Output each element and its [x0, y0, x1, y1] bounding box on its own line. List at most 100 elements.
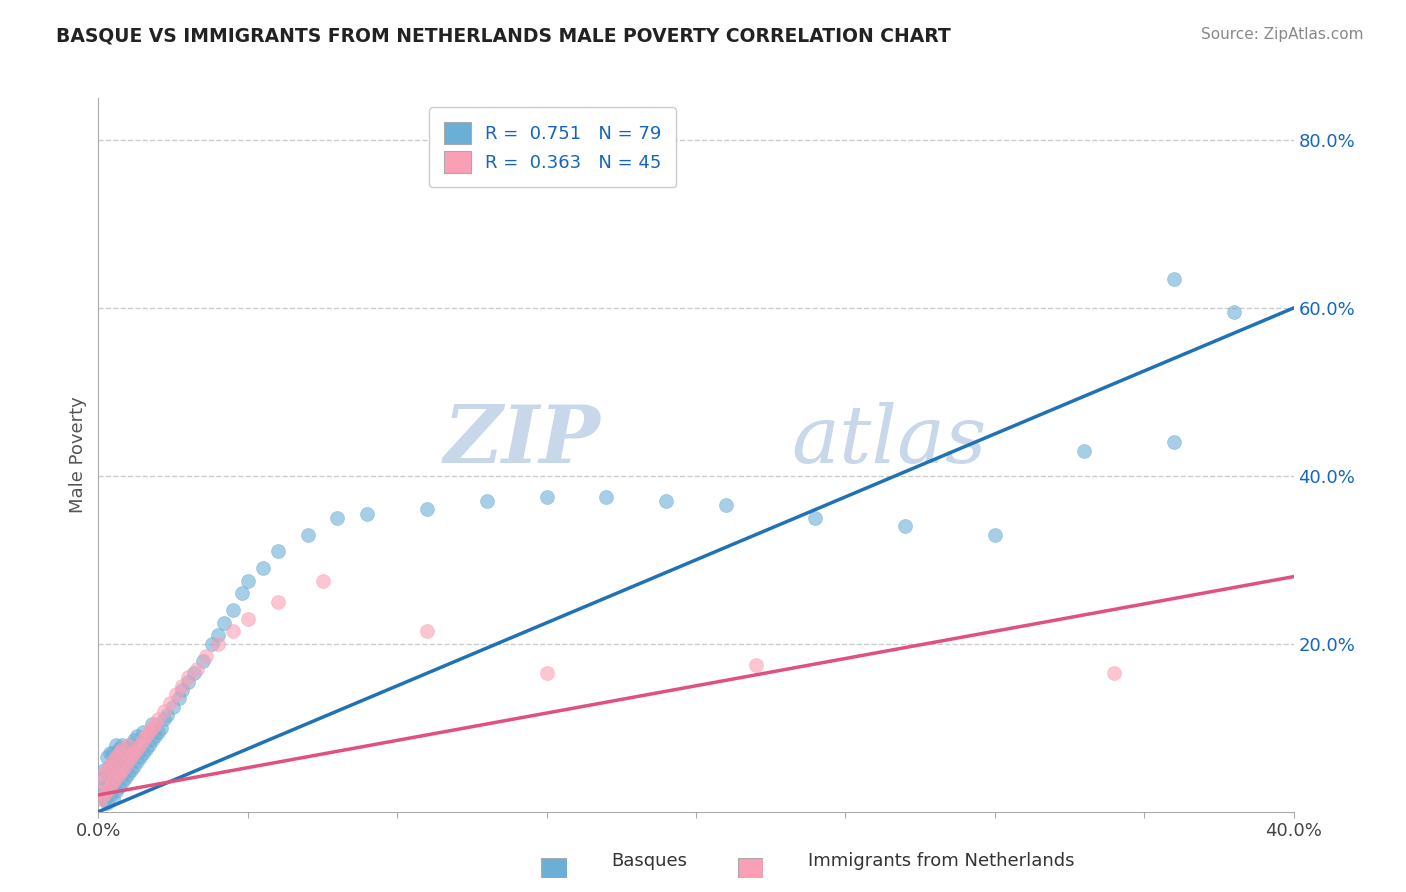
Point: [93, 767, 115, 781]
Point: [100, 780, 122, 794]
Point: [177, 674, 200, 689]
Point: [1163, 271, 1185, 285]
Point: [120, 750, 142, 764]
Legend: R =  0.751   N = 79, R =  0.363   N = 45: R = 0.751 N = 79, R = 0.363 N = 45: [429, 107, 676, 187]
Point: [127, 755, 149, 769]
Point: [536, 490, 558, 504]
Point: [201, 637, 224, 651]
Point: [1104, 666, 1126, 681]
Point: [100, 775, 122, 789]
Point: [655, 494, 678, 508]
Point: [138, 738, 160, 752]
Point: [745, 657, 768, 672]
Point: [120, 763, 142, 777]
Point: [297, 527, 319, 541]
Point: [100, 758, 122, 772]
Point: [127, 741, 149, 756]
Point: [267, 544, 290, 558]
Point: [93, 792, 115, 806]
Point: [326, 511, 349, 525]
Point: [153, 712, 176, 726]
Point: [186, 662, 208, 676]
Point: [167, 691, 190, 706]
Point: [114, 750, 136, 764]
Text: BASQUE VS IMMIGRANTS FROM NETHERLANDS MALE POVERTY CORRELATION CHART: BASQUE VS IMMIGRANTS FROM NETHERLANDS MA…: [56, 27, 950, 45]
Point: [132, 746, 155, 760]
Point: [165, 687, 187, 701]
Point: [714, 498, 737, 512]
Point: [96, 797, 118, 811]
Point: [159, 696, 181, 710]
Point: [114, 771, 136, 785]
Point: [103, 746, 125, 760]
Point: [120, 738, 142, 752]
Point: [143, 729, 166, 743]
Point: [172, 683, 194, 698]
Point: [143, 716, 166, 731]
Point: [138, 725, 160, 739]
Point: [100, 788, 122, 802]
Point: [236, 612, 259, 626]
Point: [108, 741, 131, 756]
Point: [132, 725, 155, 739]
Point: [108, 767, 131, 781]
Point: [117, 741, 139, 756]
Point: [416, 624, 439, 639]
Point: [141, 721, 163, 735]
Y-axis label: Male Poverty: Male Poverty: [69, 397, 87, 513]
Point: [222, 603, 245, 617]
Point: [311, 574, 333, 588]
Point: [103, 780, 125, 794]
Point: [96, 767, 118, 781]
Point: [114, 758, 136, 772]
Point: [105, 738, 128, 752]
Point: [111, 775, 134, 789]
Point: [100, 746, 122, 760]
Point: [135, 741, 157, 756]
Point: [132, 733, 155, 747]
Point: [108, 758, 131, 772]
Point: [177, 670, 200, 684]
Point: [135, 729, 157, 743]
Point: [105, 783, 128, 797]
Point: [236, 574, 259, 588]
Point: [195, 649, 218, 664]
Point: [129, 738, 152, 752]
Point: [207, 628, 229, 642]
Point: [93, 763, 115, 777]
Point: [117, 755, 139, 769]
Point: [124, 758, 146, 772]
Point: [356, 507, 378, 521]
Point: [416, 502, 439, 516]
Point: [93, 788, 115, 802]
Point: [172, 679, 194, 693]
Point: [103, 792, 125, 806]
Point: [103, 775, 125, 789]
Point: [90, 792, 112, 806]
Point: [984, 527, 1007, 541]
Point: [141, 716, 163, 731]
Point: [141, 733, 163, 747]
Text: Immigrants from Netherlands: Immigrants from Netherlands: [808, 852, 1076, 870]
Point: [117, 738, 139, 752]
Point: [90, 771, 112, 785]
Point: [231, 586, 253, 600]
Point: [124, 746, 146, 760]
Point: [804, 511, 827, 525]
Point: [111, 741, 134, 756]
Text: atlas: atlas: [792, 402, 987, 479]
Point: [96, 783, 118, 797]
Text: Basques: Basques: [612, 852, 688, 870]
Text: Source: ZipAtlas.com: Source: ZipAtlas.com: [1201, 27, 1364, 42]
Point: [148, 725, 170, 739]
Point: [127, 729, 149, 743]
Point: [111, 738, 134, 752]
Point: [105, 750, 128, 764]
Point: [96, 750, 118, 764]
Point: [108, 746, 131, 760]
Point: [111, 755, 134, 769]
Point: [129, 750, 152, 764]
Point: [1223, 305, 1246, 319]
Text: ZIP: ZIP: [443, 402, 600, 479]
Point: [153, 704, 176, 718]
